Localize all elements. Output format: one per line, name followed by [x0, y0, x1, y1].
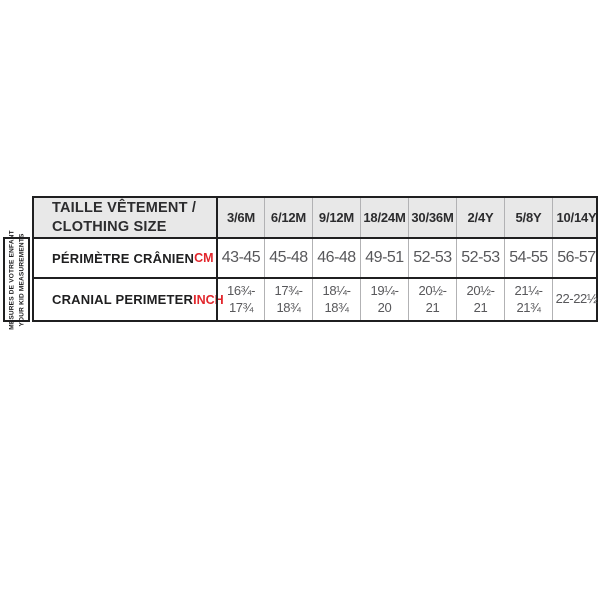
- cm-value-cell: 43-45: [216, 239, 264, 277]
- cm-unit-label: CM: [194, 251, 214, 265]
- inch-row-label: CRANIAL PERIMETER: [52, 292, 194, 307]
- column-header-5-8y: 5/8Y: [504, 198, 552, 237]
- table-title-line2: CLOTHING SIZE: [52, 218, 167, 235]
- cm-row-label: PÉRIMÈTRE CRÂNIEN: [52, 250, 195, 266]
- table-header-row: TAILLE VÊTEMENT / CLOTHING SIZE 3/6M 6/1…: [34, 198, 597, 237]
- cm-value-cell: 56-57: [552, 239, 600, 277]
- inch-value-cell: 18¼- 18¾: [312, 279, 360, 320]
- cm-value-cell: 52-53: [408, 239, 456, 277]
- inch-value-cell: 16¾- 17¾: [216, 279, 264, 320]
- column-header-30-36m: 30/36M: [408, 198, 456, 237]
- column-header-6-12m: 6/12M: [264, 198, 312, 237]
- inch-value-cell: 20½- 21: [456, 279, 504, 320]
- cranial-perimeter-inch-row: CRANIAL PERIMETER INCH 16¾- 17¾ 17¾- 18¾…: [34, 277, 598, 320]
- inch-value-cell: 21¼- 21¾: [504, 279, 552, 320]
- cm-row-label-cell: PÉRIMÈTRE CRÂNIEN CM: [34, 239, 216, 277]
- inch-value-cell: 20½- 21: [408, 279, 456, 320]
- column-header-2-4y: 2/4Y: [456, 198, 504, 237]
- cm-value-cell: 45-48: [264, 239, 312, 277]
- inch-value-cell: 22-22½: [552, 279, 600, 320]
- side-label-box: MESURES DE VOTRE ENFANT YOUR KID MEASURE…: [3, 230, 30, 330]
- cm-value-cell: 49-51: [360, 239, 408, 277]
- column-header-10-14y: 10/14Y: [552, 198, 600, 237]
- table-title-line1: TAILLE VÊTEMENT /: [52, 199, 197, 216]
- cm-value-cell: 54-55: [504, 239, 552, 277]
- column-header-3-6m: 3/6M: [216, 198, 264, 237]
- cm-value-cell: 46-48: [312, 239, 360, 277]
- side-label-french: MESURES DE VOTRE ENFANT: [8, 229, 16, 330]
- inch-value-cell: 17¾- 18¾: [264, 279, 312, 320]
- column-header-9-12m: 9/12M: [312, 198, 360, 237]
- cm-value-cell: 52-53: [456, 239, 504, 277]
- side-label-rotated-text: MESURES DE VOTRE ENFANT YOUR KID MEASURE…: [5, 230, 28, 330]
- size-chart-table: TAILLE VÊTEMENT / CLOTHING SIZE 3/6M 6/1…: [32, 196, 598, 322]
- inch-row-label-cell: CRANIAL PERIMETER INCH: [34, 279, 224, 320]
- table-title-cell: TAILLE VÊTEMENT / CLOTHING SIZE: [34, 198, 216, 237]
- inch-value-cell: 19¼- 20: [360, 279, 408, 320]
- column-header-18-24m: 18/24M: [360, 198, 408, 237]
- side-label-english: YOUR KID MEASUREMENTS: [17, 232, 25, 327]
- cranial-perimeter-cm-row: PÉRIMÈTRE CRÂNIEN CM 43-45 45-48 46-48 4…: [34, 237, 596, 277]
